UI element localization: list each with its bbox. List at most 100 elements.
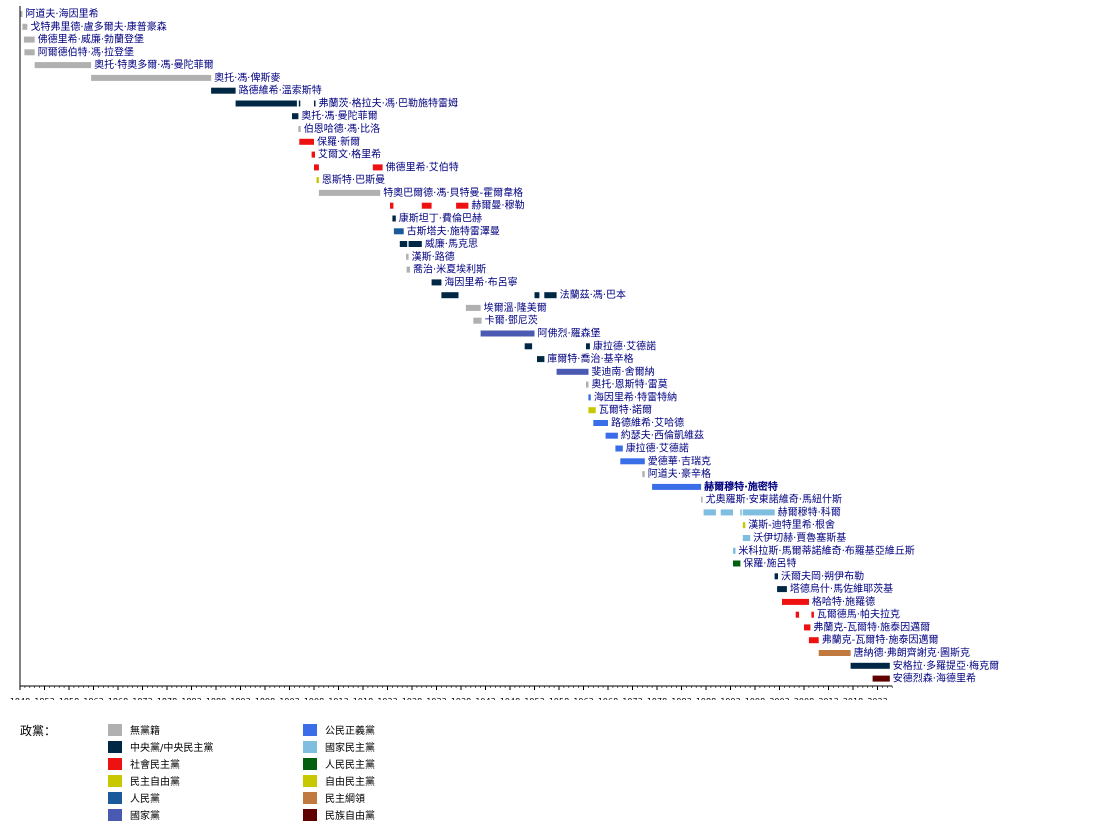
term-bar [850,662,890,669]
tick-label: 1933 [426,697,446,700]
leader-label: 赫爾穆特·施密特 [704,480,778,493]
tick-label: 1948 [500,697,520,700]
legend-swatch [303,791,317,804]
legend-label: 中央黨/中央民主黨 [130,743,214,754]
tick-label: 1973 [622,697,642,700]
term-bar [733,547,736,554]
leader-label: 古斯塔夫·施特雷澤曼 [407,224,500,237]
term-bar [399,241,408,247]
tick-label: 2018 [843,697,863,700]
legend-item: 民主綱領 [303,790,365,805]
term-bar [392,215,396,222]
leader-label: 赫爾穆特·科爾 [778,505,841,518]
tick-label: 1968 [598,697,618,700]
party-legend: 無黨籍 中央黨/中央民主黨 社會民主黨 民主自由黨 人民黨 國家黨 公民正義黨 國家民主黨 人民… [108,722,488,822]
term-bar [441,292,459,299]
leader-label: 瓦爾特·諾爾 [599,403,652,416]
tick-label: 1848 [10,697,30,700]
term-bar [818,650,851,656]
legend-label: 民主自由黨 [130,777,180,788]
legend-item: 民族自由黨 [303,807,375,822]
leader-label: 安德烈森·海德里希 [893,672,976,685]
legend-swatch [108,791,122,804]
term-bar [456,202,469,209]
term-bar [406,253,409,260]
leader-label: 塔德烏什·馬佐維耶茨基 [790,582,893,595]
term-bar [22,23,28,30]
legend-swatch [108,723,122,736]
tick-label: 2008 [794,697,814,700]
leader-label: 愛德華·吉瑞克 [648,454,711,467]
legend-label: 人民黨 [130,794,160,805]
timeline-chart: 阿道夫·海因里希戈特弗里德·盧多爾夫·康普豪森佛德里希·威廉·勃蘭登堡阿爾德伯特… [10,6,999,700]
legend-item: 無黨籍 [108,722,160,737]
term-bar [605,432,618,439]
legend-swatch [108,757,122,770]
legend-item: 民主自由黨 [108,773,180,788]
leader-label: 沃伊切赫·賈魯塞斯基 [753,531,846,544]
legend-swatch [303,774,317,787]
leader-label: 海因里希·布呂寧 [444,275,517,288]
tick-label: 1908 [304,697,324,700]
tick-label: 1863 [83,697,103,700]
term-bar [20,11,23,17]
term-bar [586,381,589,388]
leader-label: 尤奧羅斯·安東諾維奇·馬紐什斯 [706,493,842,506]
term-bar [211,87,236,94]
legend-swatch [108,774,122,787]
tick-label: 1888 [206,697,226,700]
legend-swatch [108,740,122,753]
leader-label: 米科拉斯·馬爾蒂諾維奇·布羅基亞維丘斯 [738,544,914,557]
leader-label: 奧托·恩斯特·雷莫 [591,378,667,391]
term-bar [703,509,716,516]
term-bar [34,62,92,69]
tick-label: 1993 [720,697,740,700]
term-bar [524,343,533,350]
leader-label: 佛德里希·艾伯特 [386,160,459,173]
leader-label: 赫爾曼·穆勒 [471,199,524,212]
tick-label: 1918 [353,697,373,700]
term-bar [298,100,301,107]
leader-label: 阿道夫·豪辛格 [648,467,711,480]
legend-label: 國家民主黨 [325,743,375,754]
tick-label: 1893 [230,697,250,700]
legend-item: 國家黨 [108,807,160,822]
x-axis: 1848 1853 1858 1863 1868 1873 1878 1883 1888 1893… [10,6,893,700]
leader-label: 弗蘭克-瓦爾特·施泰因邁爾 [813,620,930,633]
term-bar [642,471,645,478]
legend-label: 社會民主黨 [130,760,180,771]
legend-item: 人民民主黨 [303,756,375,771]
leader-label: 保羅·新爾 [317,135,360,148]
tick-label: 2003 [769,697,789,700]
term-bar [811,611,814,618]
legend-title: 政黨： [20,724,57,738]
term-bars [20,11,890,682]
legend-label: 國家黨 [130,811,160,822]
term-bar [299,138,314,145]
term-bar [316,177,319,184]
term-bar [421,202,432,209]
tick-label: 1978 [647,697,667,700]
term-bar [742,509,775,516]
term-bar [804,624,811,631]
term-bar [534,292,540,299]
leader-label: 路德維希·溫索斯特 [239,84,322,97]
term-bar [318,189,381,196]
leader-label: 唐納德·弗朗齊謝克·圖斯克 [854,646,970,659]
term-bar [872,675,890,682]
tick-label: 1998 [745,697,765,700]
term-bar [777,586,787,593]
leader-label: 恩斯特·巴斯曼 [322,173,385,186]
term-bar [372,164,383,171]
leader-label: 阿道夫·海因里希 [25,7,98,20]
term-bar [298,126,301,132]
term-bar [314,100,316,107]
term-bar [742,522,746,529]
leader-label: 奧托·馮·曼陀菲爾 [301,109,377,122]
term-bar [588,407,596,414]
term-bar [393,228,404,235]
tick-label: 1853 [34,697,54,700]
tick-label: 2013 [818,697,838,700]
leader-label: 喬治·米夏埃利斯 [413,263,486,276]
term-bar [740,509,742,516]
